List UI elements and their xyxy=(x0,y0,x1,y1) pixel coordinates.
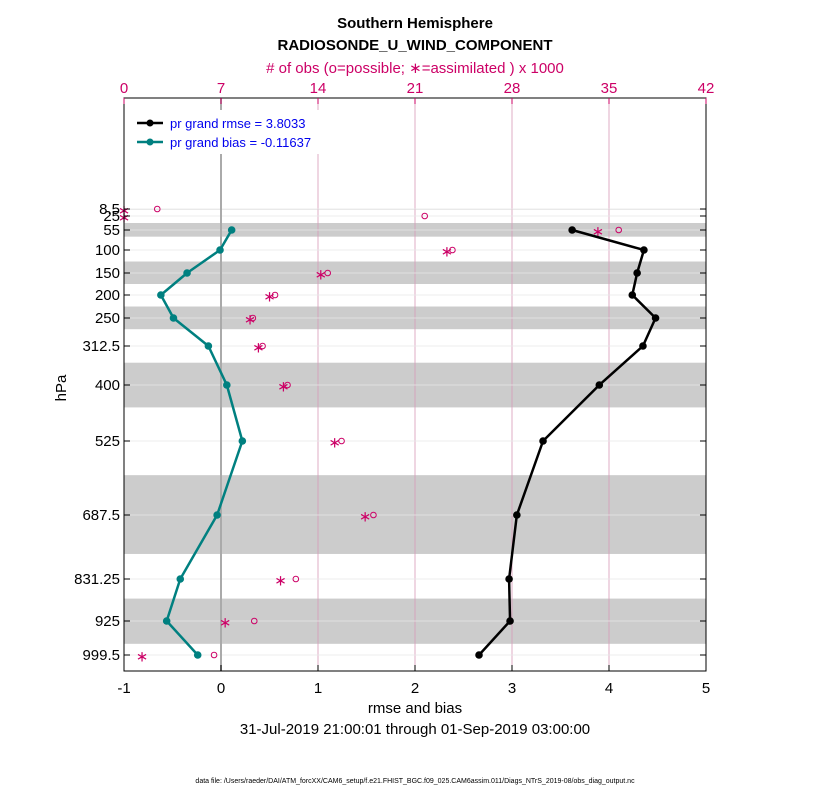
series-point-1 xyxy=(223,381,231,389)
series-point-0 xyxy=(568,226,576,234)
y-tick-label: 400 xyxy=(95,377,120,394)
series-point-1 xyxy=(193,651,202,659)
top-axis-label: # of obs (o=possible; ∗=assimilated ) x … xyxy=(266,60,564,77)
legend: pr grand rmse = 3.8033 pr grand bias = -… xyxy=(127,110,341,154)
series-point-0 xyxy=(513,511,521,519)
y-tick-label: 250 xyxy=(95,310,120,327)
series-point-0 xyxy=(640,246,648,254)
series-point-1 xyxy=(216,246,224,254)
obs-possible-marker xyxy=(421,212,429,220)
top-tick-label: 21 xyxy=(407,80,424,97)
series-point-0 xyxy=(475,651,483,659)
y-tick-label: 999.5 xyxy=(82,647,120,664)
legend-label-rmse: pr grand rmse = 3.8033 xyxy=(170,116,306,131)
series-point-0 xyxy=(633,269,641,277)
obs-possible-marker xyxy=(338,437,345,445)
top-tick-label: 0 xyxy=(120,80,128,97)
obs-assimilated-marker: ∗ xyxy=(277,379,290,396)
legend-label-bias: pr grand bias = -0.11637 xyxy=(170,135,311,150)
series-point-1 xyxy=(157,291,165,299)
obs-assimilated-marker: ∗ xyxy=(252,340,265,357)
x-tick-label: -1 xyxy=(117,680,130,697)
series-point-1 xyxy=(227,226,236,234)
x-tick-label: 5 xyxy=(702,680,710,697)
top-tick-label: 35 xyxy=(601,80,618,97)
series-point-1 xyxy=(169,314,178,322)
obs-assimilated-marker: ∗ xyxy=(136,649,149,666)
obs-possible-marker xyxy=(284,381,291,389)
obs-possible-marker xyxy=(292,575,300,583)
x-tick-label: 0 xyxy=(217,680,225,697)
series-point-0 xyxy=(639,342,647,350)
legend-marker-bias xyxy=(146,138,154,146)
obs-possible-marker xyxy=(249,314,257,322)
series-point-0 xyxy=(506,617,514,625)
top-tick-label: 14 xyxy=(310,80,327,97)
series-point-0 xyxy=(539,437,547,445)
obs-possible-marker xyxy=(324,269,332,277)
top-tick-label: 42 xyxy=(698,80,715,97)
y-tick-label: 687.5 xyxy=(82,507,120,524)
obs-possible-marker xyxy=(210,651,218,659)
y-tick-label: 55 xyxy=(103,222,120,239)
series-lines xyxy=(157,226,660,659)
series-point-0 xyxy=(628,291,637,299)
x-tick-label: 3 xyxy=(508,680,516,697)
obs-possible-marker xyxy=(615,226,623,234)
x-tick-label: 4 xyxy=(605,680,613,697)
legend-box xyxy=(127,110,341,154)
series-point-1 xyxy=(204,342,213,350)
obs-assimilated-marker: ∗ xyxy=(441,244,454,261)
series-point-1 xyxy=(162,617,171,625)
obs-possible-marker xyxy=(271,291,279,299)
obs-assimilated-marker: ∗ xyxy=(314,267,327,284)
x-tick-label: 2 xyxy=(411,680,419,697)
series-line-0 xyxy=(478,228,657,656)
y-tick-label: 150 xyxy=(95,265,120,282)
series-point-1 xyxy=(238,437,247,445)
obs-possible-marker xyxy=(153,205,161,213)
obs-assimilated-marker: ∗ xyxy=(219,615,232,632)
series-point-0 xyxy=(651,314,660,322)
obs-possible-marker xyxy=(250,617,258,625)
y-tick-label: 100 xyxy=(95,242,120,259)
series-line-1 xyxy=(159,229,244,656)
footnote: data file: /Users/raeder/DAI/ATM_forcXX/… xyxy=(195,778,635,785)
obs-possible-marker xyxy=(370,511,377,519)
obs-assimilated-marker: ∗ xyxy=(263,289,276,306)
date-range: 31-Jul-2019 21:00:01 through 01-Sep-2019… xyxy=(240,721,590,738)
top-tick-label: 7 xyxy=(217,80,225,97)
y-tick-label: 925 xyxy=(95,613,120,630)
y-tick-label: 831.25 xyxy=(74,571,120,588)
x-axis-label: rmse and bias xyxy=(368,700,462,717)
series-point-0 xyxy=(505,575,513,583)
y-tick-label: 525 xyxy=(95,433,120,450)
series-point-1 xyxy=(176,575,185,583)
y-tick-label: 200 xyxy=(95,287,120,304)
y-axis-label: hPa xyxy=(53,374,70,401)
top-tick-label: 28 xyxy=(504,80,521,97)
chart-title: Southern Hemisphere xyxy=(337,15,493,32)
series-point-1 xyxy=(183,269,191,277)
obs-possible-marker xyxy=(449,246,456,254)
chart-subtitle: RADIOSONDE_U_WIND_COMPONENT xyxy=(277,37,552,54)
x-tick-label: 1 xyxy=(314,680,322,697)
obs-assimilated-marker: ∗ xyxy=(274,573,287,590)
obs-assimilated-marker: ∗ xyxy=(328,435,341,452)
obs-assimilated-marker: ∗ xyxy=(359,509,372,526)
series-point-0 xyxy=(595,381,604,389)
y-tick-label: 25 xyxy=(103,208,120,225)
series-point-1 xyxy=(213,511,221,519)
obs-possible-marker xyxy=(259,342,266,350)
legend-marker-rmse xyxy=(146,119,154,127)
y-tick-label: 8.5 xyxy=(99,201,120,218)
obs-assimilated-marker: ∗ xyxy=(244,312,257,329)
y-tick-label: 312.5 xyxy=(82,338,120,355)
